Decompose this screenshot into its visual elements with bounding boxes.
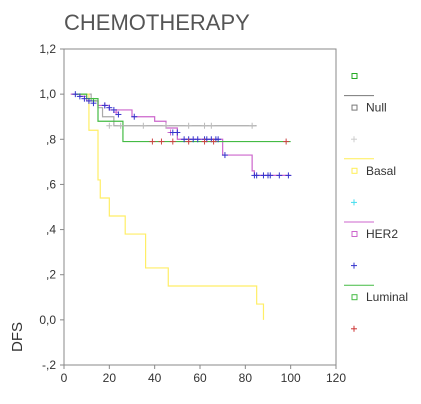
- legend-label: HER2: [366, 227, 398, 241]
- y-tick-label: ,4: [46, 223, 56, 237]
- legend-square-marker: [351, 231, 358, 237]
- y-axis-ticks: 1,2 1,0 ,8 ,6 ,4 ,2 0,0 -,2: [39, 42, 64, 372]
- censor-mark: [90, 100, 97, 107]
- legend-item: [351, 262, 357, 269]
- censor-mark: [249, 122, 256, 129]
- x-tick-label: 80: [239, 371, 253, 385]
- legend-item: Basal: [344, 158, 396, 178]
- censor-mark: [158, 138, 165, 145]
- censor-mark: [210, 138, 217, 145]
- legend-label: Basal: [366, 164, 396, 178]
- censor-mark: [131, 113, 138, 120]
- legend-square-marker: [351, 294, 358, 301]
- legend-item: Null: [344, 95, 387, 115]
- censor-mark: [194, 136, 201, 143]
- y-tick-label: ,6: [46, 177, 56, 191]
- x-tick-label: 100: [281, 371, 301, 385]
- x-tick-label: 0: [61, 371, 68, 385]
- censor-mark: [81, 95, 88, 102]
- censor-mark: [201, 122, 208, 129]
- censor-mark: [101, 102, 108, 109]
- censor-mark: [185, 138, 192, 145]
- plot-border: [63, 48, 337, 366]
- legend-item: [351, 73, 358, 79]
- legend-item: [351, 199, 357, 206]
- censor-mark: [106, 104, 113, 111]
- censor-mark: [267, 172, 274, 179]
- censor-mark: [76, 93, 83, 100]
- censor-mark: [85, 97, 92, 104]
- censor-mark: [115, 111, 122, 118]
- legend-square-marker: [351, 104, 358, 111]
- censor-mark: [110, 106, 117, 113]
- y-tick-label: -,2: [42, 358, 56, 372]
- chart-title: CHEMOTHERAPY: [64, 10, 250, 35]
- y-tick-label: ,2: [46, 268, 56, 282]
- y-tick-label: 1,0: [39, 87, 56, 101]
- legend-item: HER2: [344, 221, 398, 241]
- censor-mark: [201, 138, 208, 145]
- legend-label: Null: [366, 101, 387, 115]
- legend-label: Luminal: [366, 290, 408, 304]
- censor-mark: [163, 122, 169, 129]
- x-tick-label: 20: [103, 371, 117, 385]
- series-line-basal: [77, 93, 265, 320]
- y-axis-label: DFS: [9, 322, 26, 352]
- series-layer: [70, 93, 291, 320]
- legend-square-marker: [351, 167, 358, 174]
- y-tick-label: 0,0: [39, 313, 56, 327]
- censor-mark: [221, 152, 228, 159]
- y-tick-label: 1,2: [39, 42, 56, 56]
- series-line-luminal: [75, 93, 291, 143]
- censor-mark: [285, 172, 292, 179]
- x-tick-label: 40: [148, 371, 162, 385]
- censor-mark: [276, 172, 283, 179]
- x-tick-label: 60: [193, 371, 207, 385]
- censor-mark: [106, 122, 113, 129]
- legend-item: [351, 136, 357, 143]
- censor-mark: [283, 138, 290, 145]
- censor-mark: [174, 129, 181, 136]
- legend-item: [351, 325, 357, 332]
- censor-layer: [72, 91, 292, 179]
- censor-mark: [169, 138, 176, 145]
- series-line-her2: [70, 93, 291, 176]
- x-tick-label: 120: [326, 371, 346, 385]
- censor-mark: [208, 122, 215, 129]
- legend: Null Basal HER2 Luminal: [344, 73, 408, 332]
- censor-mark: [117, 122, 124, 129]
- censor-mark: [253, 172, 260, 179]
- legend-item: Luminal: [344, 284, 408, 304]
- x-axis-ticks: 0 20 40 60 80 100 120: [61, 365, 346, 385]
- censor-mark: [140, 122, 147, 129]
- censor-mark: [149, 138, 156, 145]
- censor-mark: [72, 91, 79, 98]
- plot-area: [63, 48, 337, 366]
- y-tick-label: ,8: [46, 132, 56, 146]
- censor-mark: [185, 122, 192, 129]
- legend-square-marker: [351, 73, 358, 79]
- censor-mark: [215, 136, 222, 143]
